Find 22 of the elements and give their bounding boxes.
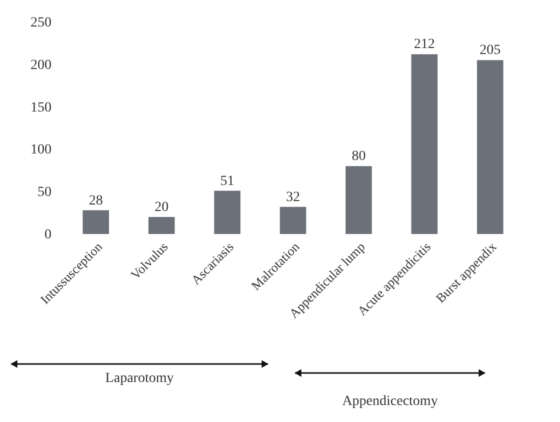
bar <box>148 217 175 234</box>
y-tick-label: 150 <box>30 100 52 116</box>
bar <box>214 190 240 234</box>
bar <box>411 54 438 234</box>
text: Laparotomy <box>105 371 174 386</box>
y-tick-label: 250 <box>30 16 52 30</box>
y-tick-label: 0 <box>44 228 52 242</box>
data-label: 51 <box>220 174 234 189</box>
bar <box>477 60 504 234</box>
data-label: 28 <box>88 193 103 208</box>
data-label: 212 <box>414 37 435 52</box>
data-label: 80 <box>352 149 366 164</box>
bar <box>82 210 109 234</box>
bar <box>280 206 306 234</box>
data-label: 32 <box>286 190 300 205</box>
text: Appendicectomy <box>342 394 438 409</box>
data-label: 205 <box>480 43 501 58</box>
y-tick-label: 100 <box>30 142 52 158</box>
y-tick-label: 50 <box>38 185 52 200</box>
bar <box>346 166 372 234</box>
data-label: 20 <box>154 200 169 216</box>
y-tick-label: 200 <box>30 58 52 73</box>
